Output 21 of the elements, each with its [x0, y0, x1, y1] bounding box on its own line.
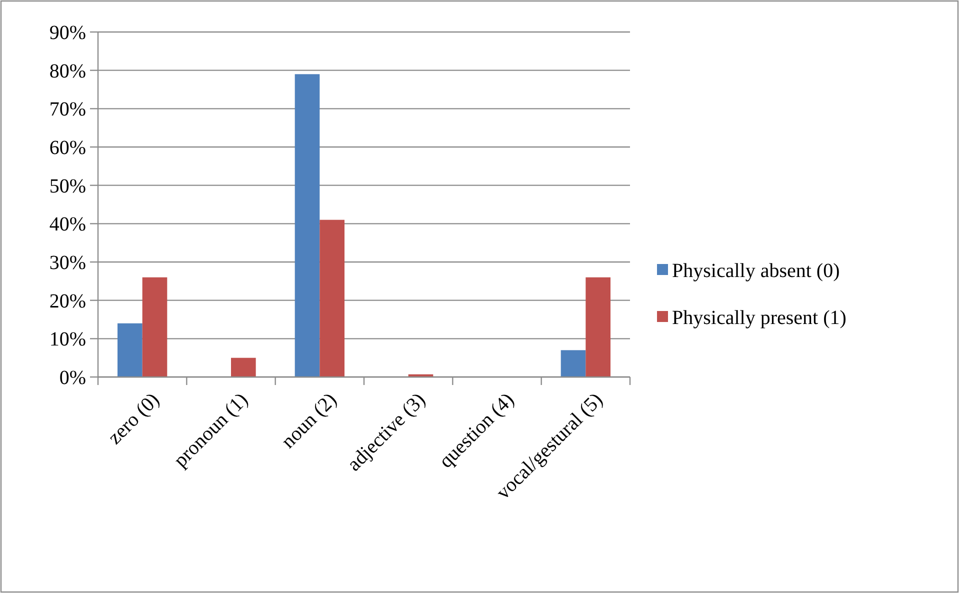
y-tick-label: 50% — [49, 175, 86, 198]
bar — [118, 323, 142, 377]
y-tick-label: 80% — [49, 60, 86, 82]
bar — [231, 358, 256, 377]
x-tick-label: zero (0) — [104, 388, 164, 449]
bar — [320, 220, 344, 377]
bar — [560, 350, 586, 377]
bar — [586, 277, 610, 377]
y-tick-label: 40% — [49, 214, 86, 236]
y-tick-label: 30% — [49, 252, 86, 274]
x-tick-label: noun (2) — [277, 388, 342, 453]
y-tick-label: 20% — [49, 290, 86, 312]
legend-label: Physically absent (0) — [672, 260, 840, 282]
bar — [142, 277, 168, 377]
bar — [294, 74, 320, 377]
y-tick-label: 90% — [49, 22, 86, 44]
legend-label: Physically present (1) — [672, 307, 846, 329]
y-tick-label: 10% — [49, 328, 86, 351]
y-tick-label: 0% — [59, 367, 86, 389]
y-tick-label: 70% — [49, 98, 86, 121]
y-tick-label: 60% — [49, 137, 86, 159]
